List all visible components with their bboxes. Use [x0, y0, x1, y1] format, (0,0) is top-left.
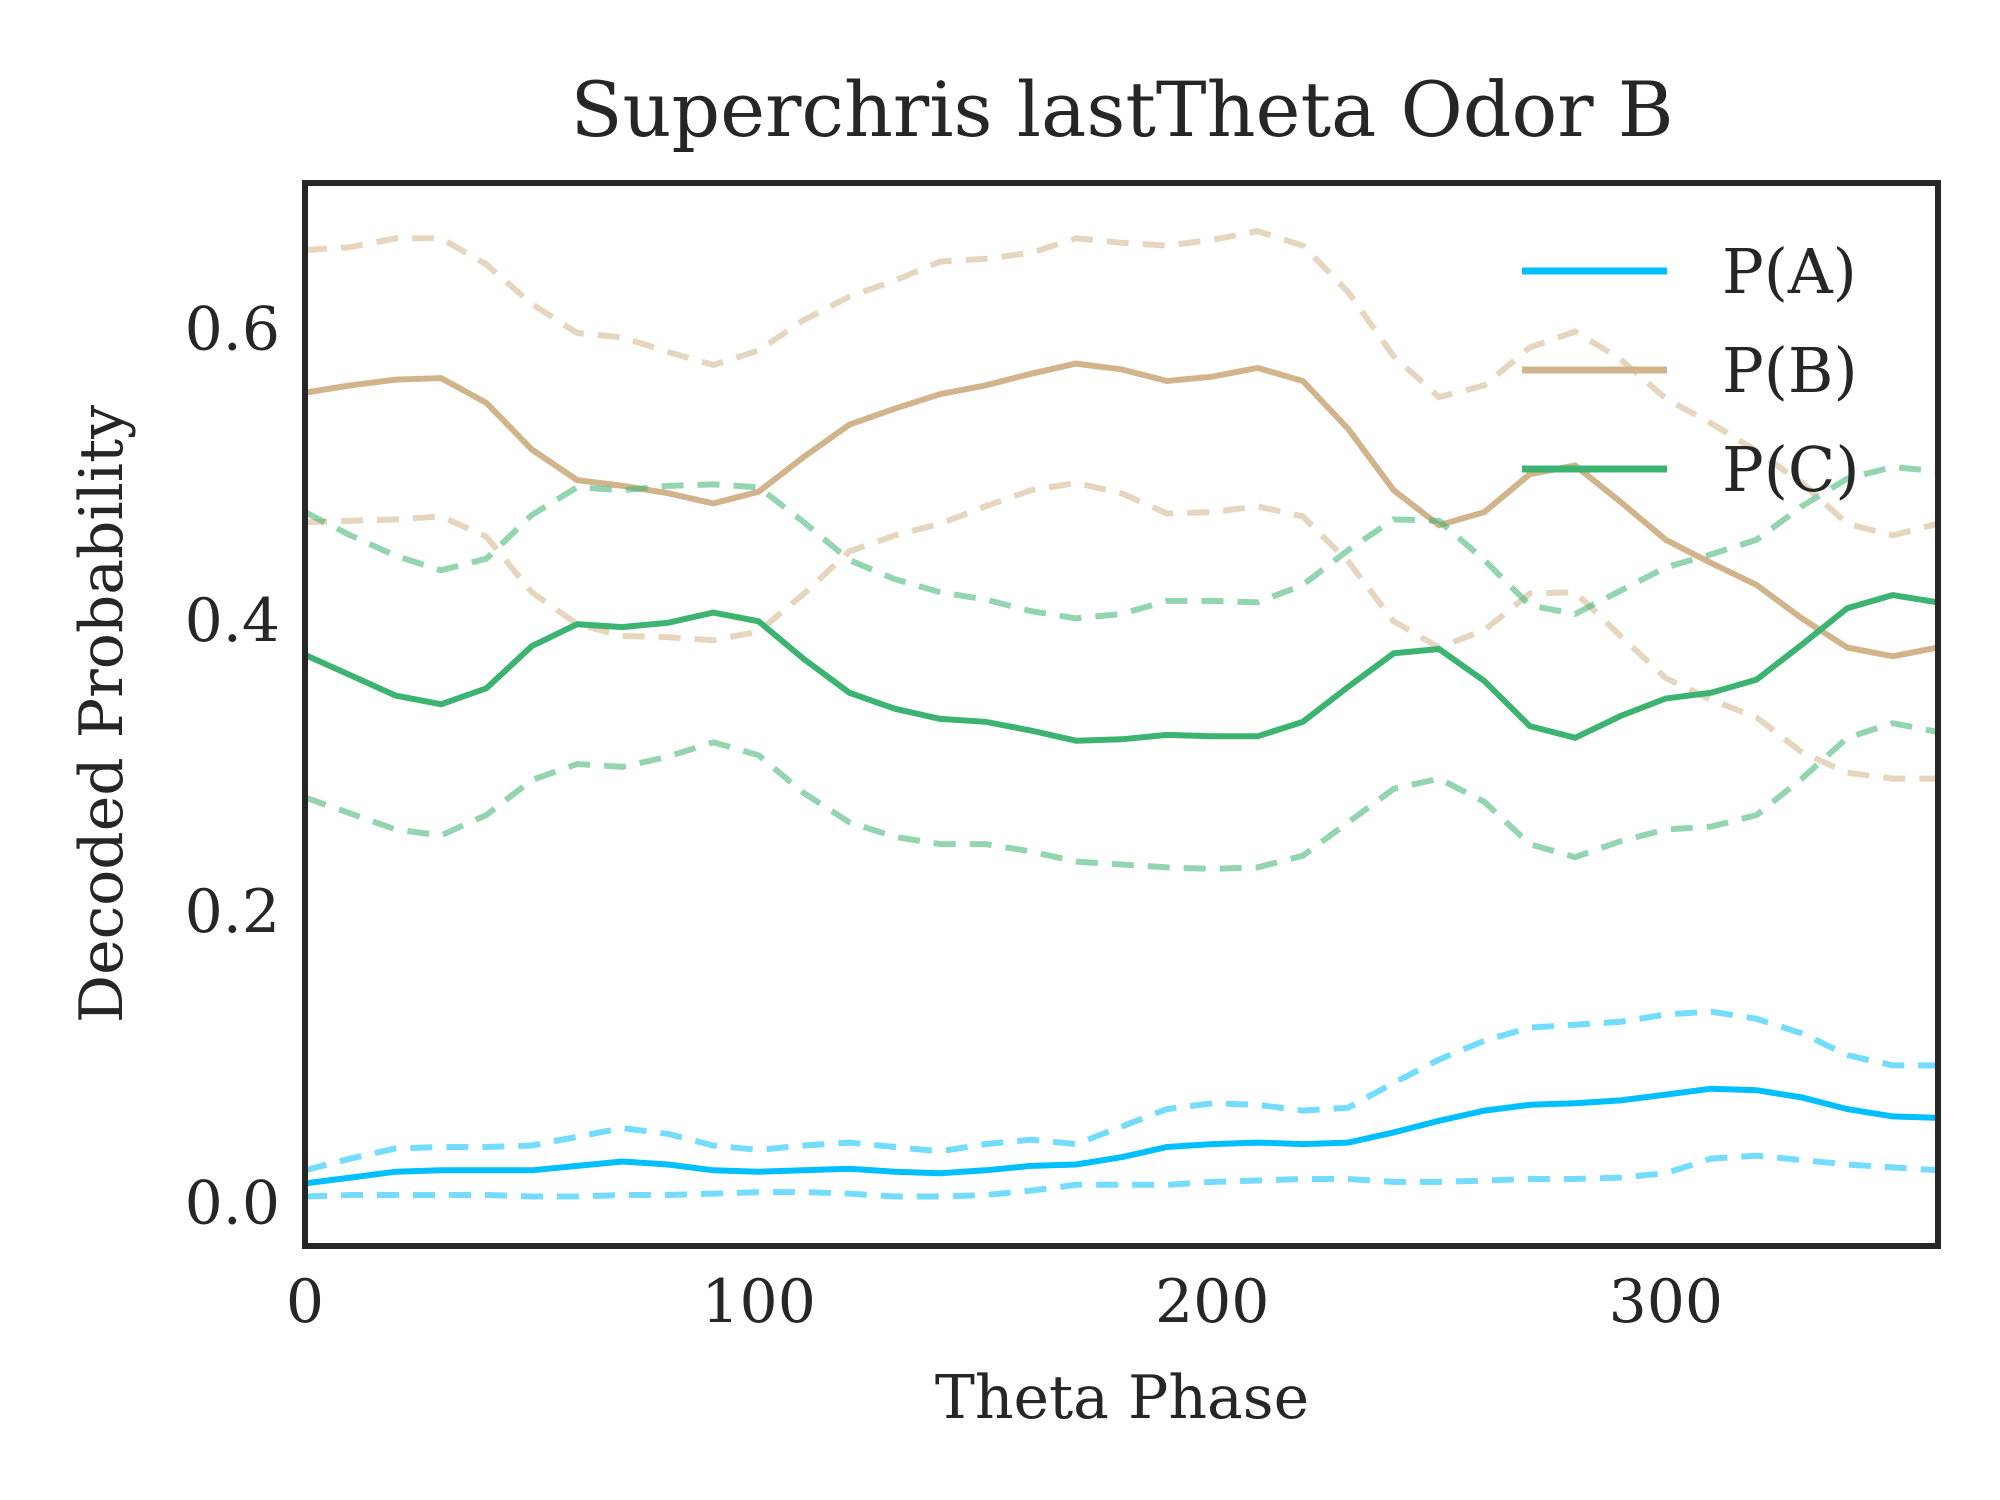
x-axis-label: Theta Phase: [935, 1363, 1309, 1433]
series-0-lower-bound-line: [305, 1152, 1938, 1200]
legend: P(A) P(B) P(C): [1522, 235, 1860, 506]
series-1-mean-line: [305, 360, 1938, 660]
y-tick-label: 0.2: [185, 877, 280, 947]
x-tick-label: 100: [701, 1267, 816, 1337]
series-2: [305, 463, 1938, 872]
x-tick-label: 200: [1155, 1267, 1270, 1337]
series-0: [305, 1008, 1938, 1200]
series-1: [305, 228, 1938, 782]
y-tick-labels: 0.0 0.2 0.4 0.6: [185, 295, 280, 1239]
series-2-mean-line: [305, 592, 1938, 744]
y-axis-label: Decoded Probability: [67, 405, 137, 1023]
series-0-mean-line: [305, 1085, 1938, 1187]
chart-title: Superchris lastTheta Odor B: [570, 65, 1673, 154]
x-tick-labels: 0 100 200 300: [286, 1267, 1723, 1337]
plot-frame: [302, 180, 1941, 1249]
series-1-lower-bound-line: [305, 479, 1938, 782]
legend-label: P(B): [1722, 334, 1858, 407]
series-layer: [305, 228, 1938, 1200]
y-tick-label: 0.4: [185, 586, 280, 656]
x-tick-label: 300: [1609, 1267, 1724, 1337]
y-tick-label: 0.0: [185, 1168, 280, 1238]
legend-label: P(A): [1722, 235, 1857, 308]
series-1-upper-bound-line: [305, 228, 1938, 539]
y-tick-label: 0.6: [185, 295, 280, 365]
x-tick-label: 0: [286, 1267, 324, 1337]
series-2-lower-bound-line: [305, 720, 1938, 872]
legend-label: P(C): [1722, 433, 1860, 506]
